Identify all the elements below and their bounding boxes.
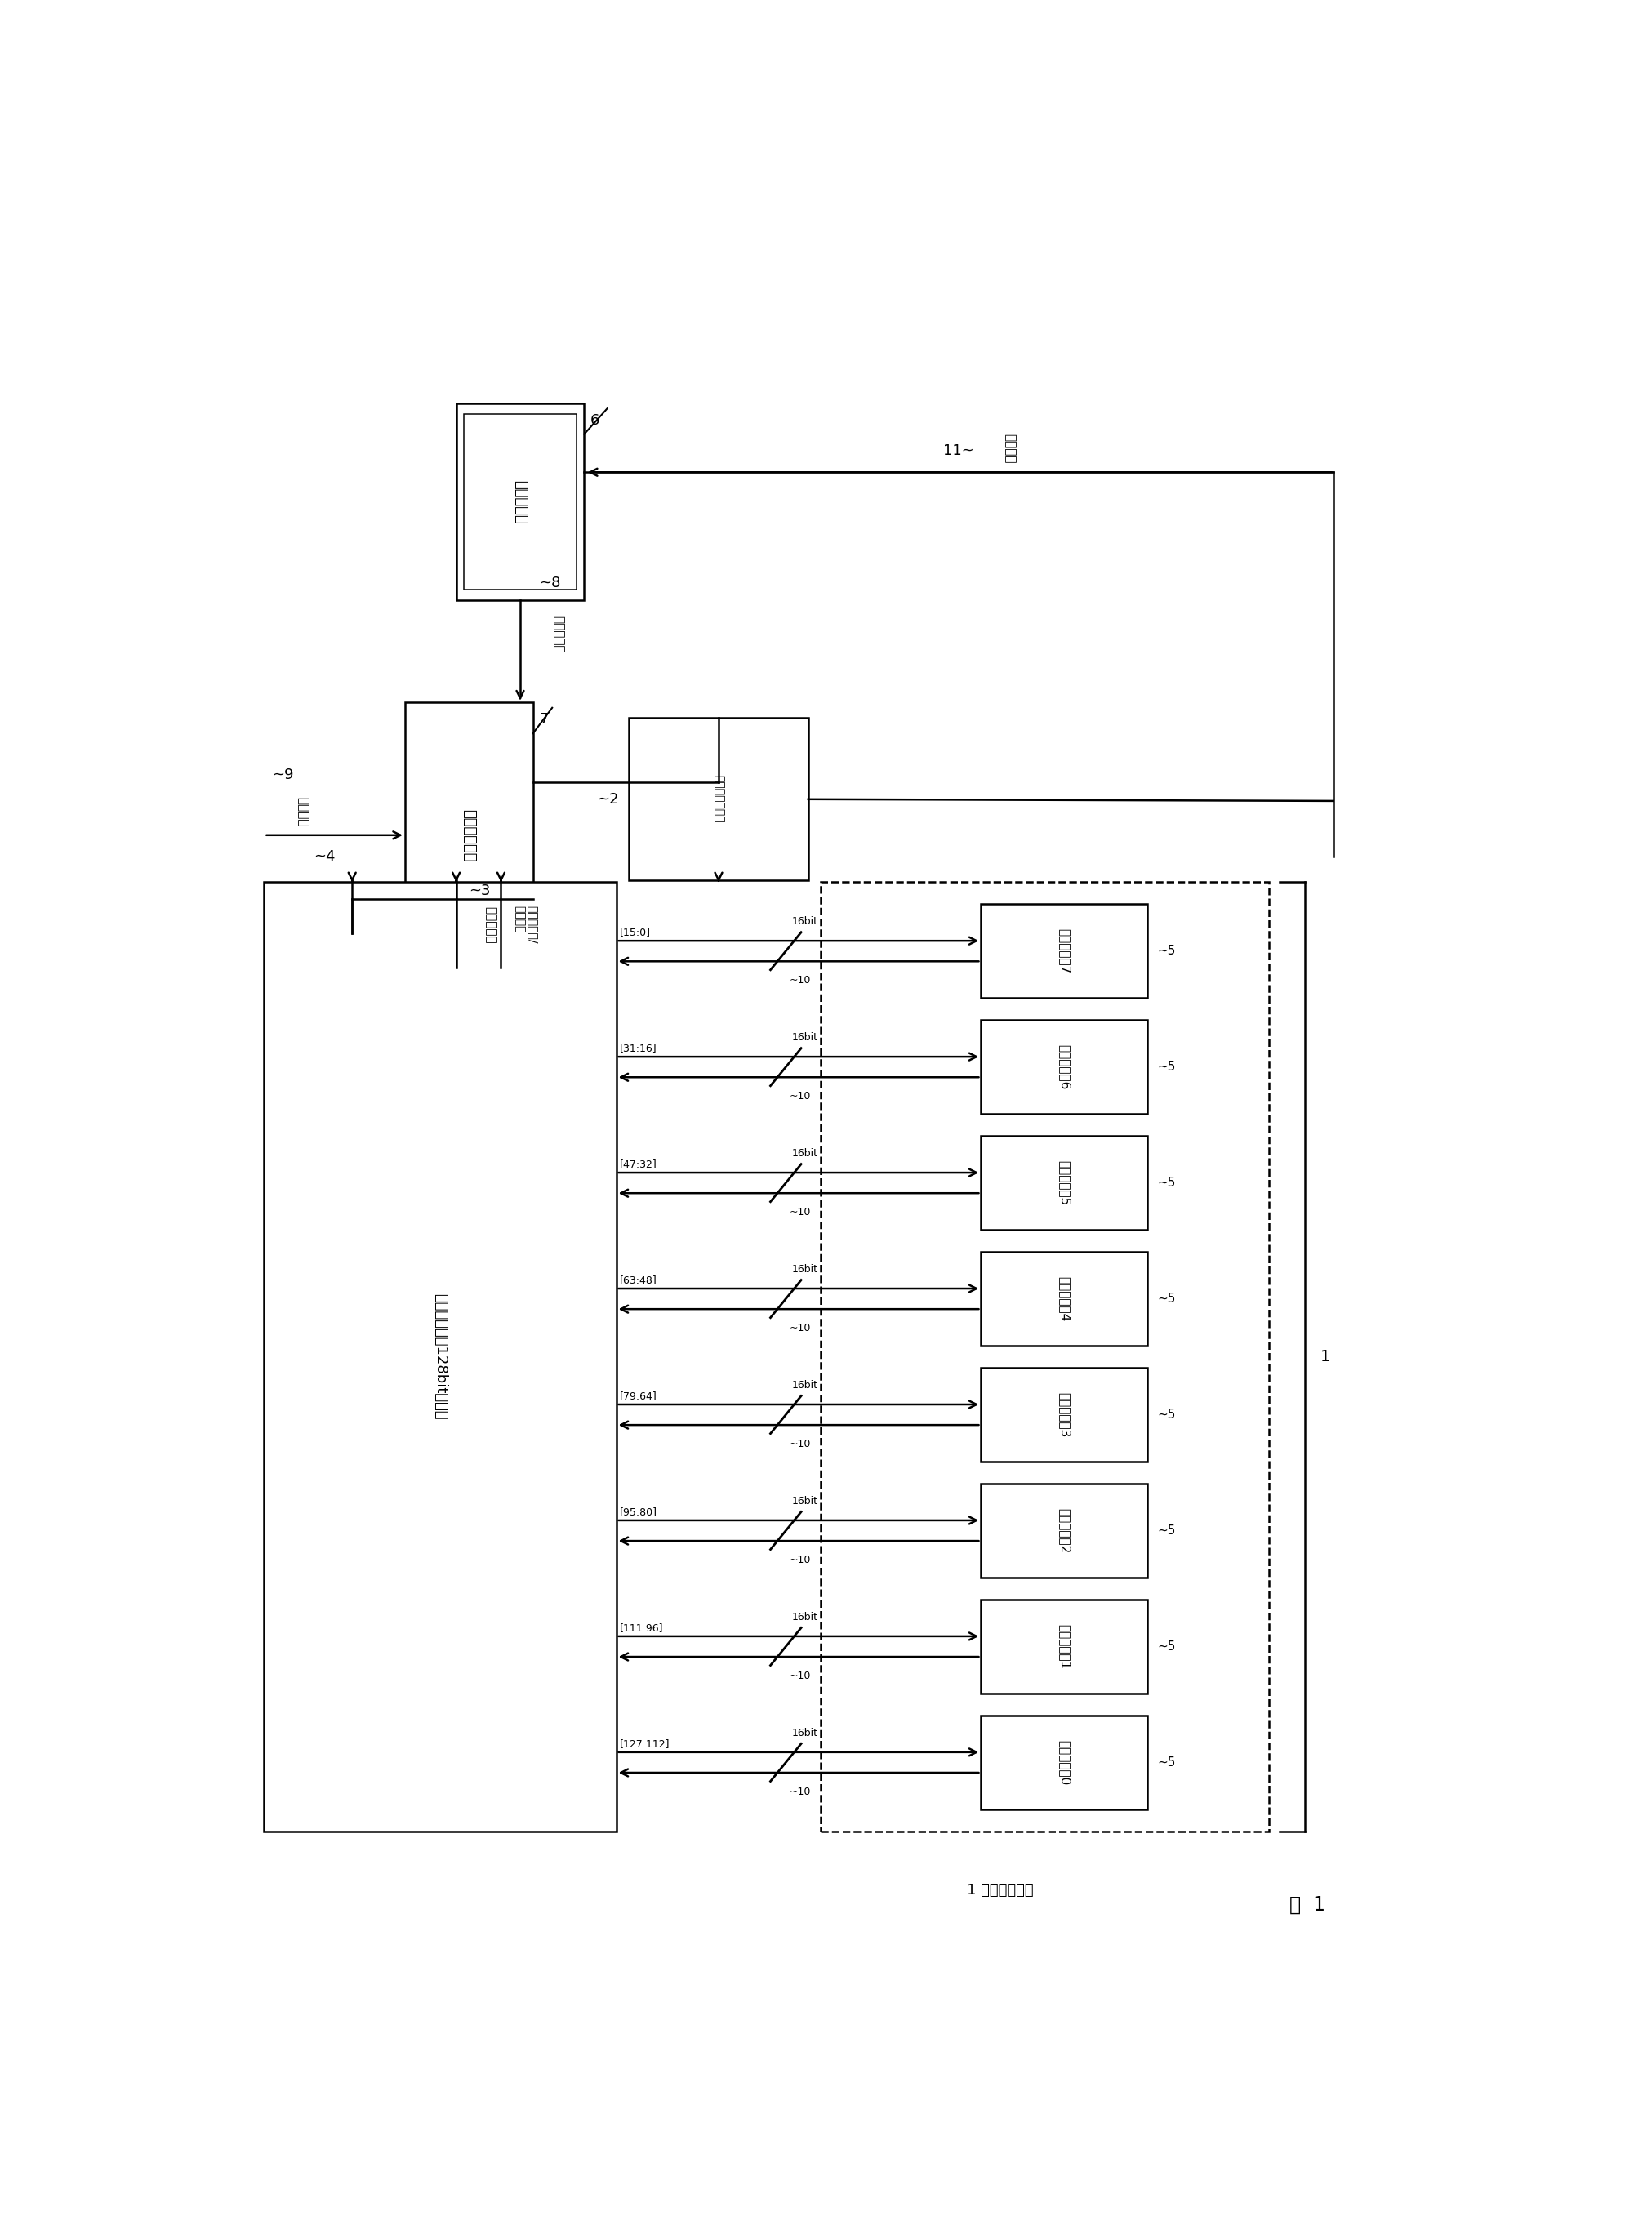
Text: 地址数据: 地址数据: [1004, 433, 1016, 464]
Text: ~5: ~5: [1158, 1641, 1176, 1652]
Text: 地址存储器: 地址存储器: [512, 480, 527, 524]
Text: 16bit: 16bit: [793, 917, 818, 926]
Bar: [981, 1484, 1148, 1577]
Text: 16bit: 16bit: [793, 1148, 818, 1159]
Text: 16bit: 16bit: [793, 1033, 818, 1044]
Text: 存储器输入/
输出数据: 存储器输入/ 输出数据: [514, 906, 539, 944]
Text: ~3: ~3: [469, 884, 491, 897]
Text: [15:0]: [15:0]: [620, 926, 651, 937]
Text: 16bit: 16bit: [793, 1497, 818, 1506]
Bar: [464, 413, 577, 591]
Bar: [981, 1599, 1148, 1695]
Bar: [981, 1368, 1148, 1461]
Text: ~5: ~5: [1158, 1062, 1176, 1073]
Text: [95:80]: [95:80]: [620, 1506, 657, 1517]
Text: 11~: 11~: [943, 444, 975, 458]
Bar: [981, 1715, 1148, 1810]
Text: 处理器单元3: 处理器单元3: [1059, 1393, 1070, 1437]
Text: 处理器单元5: 处理器单元5: [1059, 1159, 1070, 1206]
Text: [63:48]: [63:48]: [620, 1275, 657, 1286]
Text: ~10: ~10: [790, 975, 811, 986]
Text: 16bit: 16bit: [793, 1612, 818, 1624]
Text: ~4: ~4: [314, 848, 335, 864]
Text: ~5: ~5: [1158, 1524, 1176, 1537]
Text: ~5: ~5: [1158, 944, 1176, 957]
Bar: [821, 882, 1269, 1832]
Text: 处理器单元1: 处理器单元1: [1059, 1624, 1070, 1670]
Bar: [981, 904, 1148, 997]
Text: 图  1: 图 1: [1290, 1895, 1325, 1915]
Text: [47:32]: [47:32]: [620, 1159, 657, 1168]
Text: 1: 1: [1320, 1348, 1330, 1364]
Text: [127:112]: [127:112]: [620, 1739, 671, 1748]
Text: 7: 7: [539, 713, 548, 726]
Text: 控制信号: 控制信号: [296, 797, 309, 826]
Text: 处理器单元2: 处理器单元2: [1059, 1508, 1070, 1552]
Text: ~10: ~10: [790, 1670, 811, 1681]
Text: 16bit: 16bit: [793, 1264, 818, 1275]
Text: 16bit: 16bit: [793, 1379, 818, 1390]
Text: ~10: ~10: [790, 1206, 811, 1217]
Text: 1 处理器单元组: 1 处理器单元组: [966, 1883, 1034, 1897]
Text: 处理器单元7: 处理器单元7: [1059, 928, 1070, 973]
Bar: [981, 1019, 1148, 1115]
Text: ~10: ~10: [790, 1324, 811, 1333]
Bar: [981, 1135, 1148, 1230]
Text: ~10: ~10: [790, 1555, 811, 1566]
Text: 处理器单元6: 处理器单元6: [1059, 1044, 1070, 1091]
Text: 地址转换单元: 地址转换单元: [461, 808, 476, 862]
Text: ~5: ~5: [1158, 1293, 1176, 1306]
Bar: [405, 702, 534, 968]
Text: 处理器单元0: 处理器单元0: [1059, 1739, 1070, 1786]
Text: 16bit: 16bit: [793, 1728, 818, 1739]
Text: ~8: ~8: [539, 575, 562, 591]
Bar: [264, 882, 616, 1832]
Bar: [981, 1253, 1148, 1346]
Text: 转换后地址: 转换后地址: [484, 906, 497, 944]
Text: [31:16]: [31:16]: [620, 1042, 657, 1053]
Text: [79:64]: [79:64]: [620, 1390, 657, 1401]
Bar: [456, 404, 585, 600]
Text: ~9: ~9: [273, 768, 294, 782]
Text: 6: 6: [591, 413, 600, 429]
Bar: [629, 717, 808, 880]
Text: ~10: ~10: [790, 1439, 811, 1450]
Text: ~2: ~2: [596, 793, 618, 806]
Text: ~10: ~10: [790, 1091, 811, 1102]
Text: 存储器控制信号: 存储器控制信号: [714, 775, 724, 824]
Text: ~5: ~5: [1158, 1757, 1176, 1768]
Text: [111:96]: [111:96]: [620, 1621, 664, 1632]
Text: ~5: ~5: [1158, 1177, 1176, 1188]
Text: 处理器单元4: 处理器单元4: [1059, 1277, 1070, 1321]
Text: 转换前地址: 转换前地址: [552, 615, 565, 653]
Text: 数据存储器（128bit宽度）: 数据存储器（128bit宽度）: [433, 1293, 448, 1419]
Text: ~5: ~5: [1158, 1408, 1176, 1421]
Text: ~10: ~10: [790, 1786, 811, 1797]
